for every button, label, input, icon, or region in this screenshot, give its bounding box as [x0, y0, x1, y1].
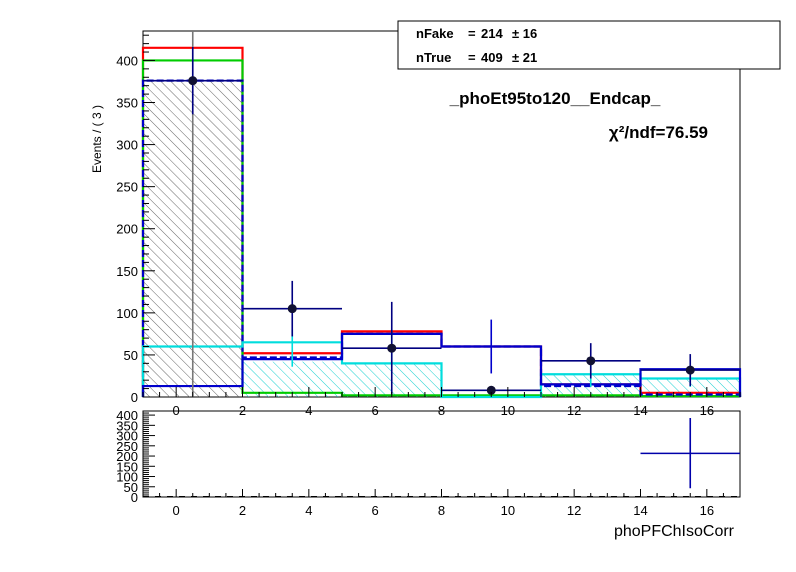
data-point [287, 304, 297, 314]
y-tick-label: 350 [116, 96, 138, 111]
chart-title: _phoEt95to120__Endcap_ [449, 89, 661, 108]
legend-entry-error: ± 16 [512, 26, 537, 41]
ratio-y-tick-label: 150 [116, 459, 138, 474]
data-point [486, 385, 496, 395]
ratio-y-tick-label: 350 [116, 418, 138, 433]
ratio-x-axis-ticks: 0 2 4 6 8 10 12 14 16 [142, 489, 741, 518]
chi2-label: χ²/ndf=76.59 [609, 123, 708, 142]
x-axis-label: phoPFChIsoCorr [614, 523, 735, 540]
ratio-x-tick-label: 10 [501, 503, 515, 518]
ratio-y-tick-label: 300 [116, 429, 138, 444]
ratio-x-tick-label: 0 [173, 503, 180, 518]
legend-box [397, 20, 781, 70]
y-tick-label: 400 [116, 53, 138, 68]
ratio-x-tick-label: 4 [305, 503, 312, 518]
ratio-data-points [143, 417, 740, 498]
y-tick-label: 200 [116, 222, 138, 237]
y-tick-label: 50 [124, 348, 138, 363]
y-tick-label: 250 [116, 180, 138, 195]
main-y-axis-ticks: 0 50 100 150 200 250 300 350 400 [116, 34, 155, 405]
svg-text:=: = [468, 50, 476, 65]
legend-entry-error: ± 21 [512, 50, 537, 65]
data-point [387, 343, 397, 353]
ratio-x-tick-label: 14 [633, 503, 647, 518]
data-point [586, 356, 596, 366]
hatched-bar [242, 361, 342, 397]
ratio-y-tick-label: 200 [116, 449, 138, 464]
legend-entry-value: 214 [481, 26, 503, 41]
ratio-y-tick-label: 250 [116, 439, 138, 454]
main-data-points [143, 31, 740, 397]
ratio-x-tick-label: 6 [372, 503, 379, 518]
series-step-line [141, 332, 742, 397]
ratio-y-tick-label: 50 [124, 480, 138, 495]
y-axis-label: Events / ( 3 ) [90, 105, 104, 173]
data-point [188, 76, 198, 86]
ratio-x-tick-label: 2 [239, 503, 246, 518]
svg-text:=: = [468, 26, 476, 41]
y-tick-label: 300 [116, 138, 138, 153]
ratio-x-tick-label: 16 [700, 503, 714, 518]
data-point [685, 365, 695, 375]
legend-entry-value: 409 [481, 50, 503, 65]
legend-entry-label: nFake [416, 26, 454, 41]
ratio-y-tick-label: 100 [116, 470, 138, 485]
ratio-y-tick-label: 400 [116, 408, 138, 423]
ratio-x-tick-label: 12 [567, 503, 581, 518]
ratio-x-tick-label: 8 [438, 503, 445, 518]
y-tick-label: 0 [131, 390, 138, 405]
ratio-y-tick-label: 0 [131, 490, 138, 505]
y-tick-label: 100 [116, 306, 138, 321]
legend: nFake = 214 ± 16 nTrue = 409 ± 21 [397, 20, 781, 70]
legend-entry-label: nTrue [416, 50, 451, 65]
y-tick-label: 150 [116, 264, 138, 279]
